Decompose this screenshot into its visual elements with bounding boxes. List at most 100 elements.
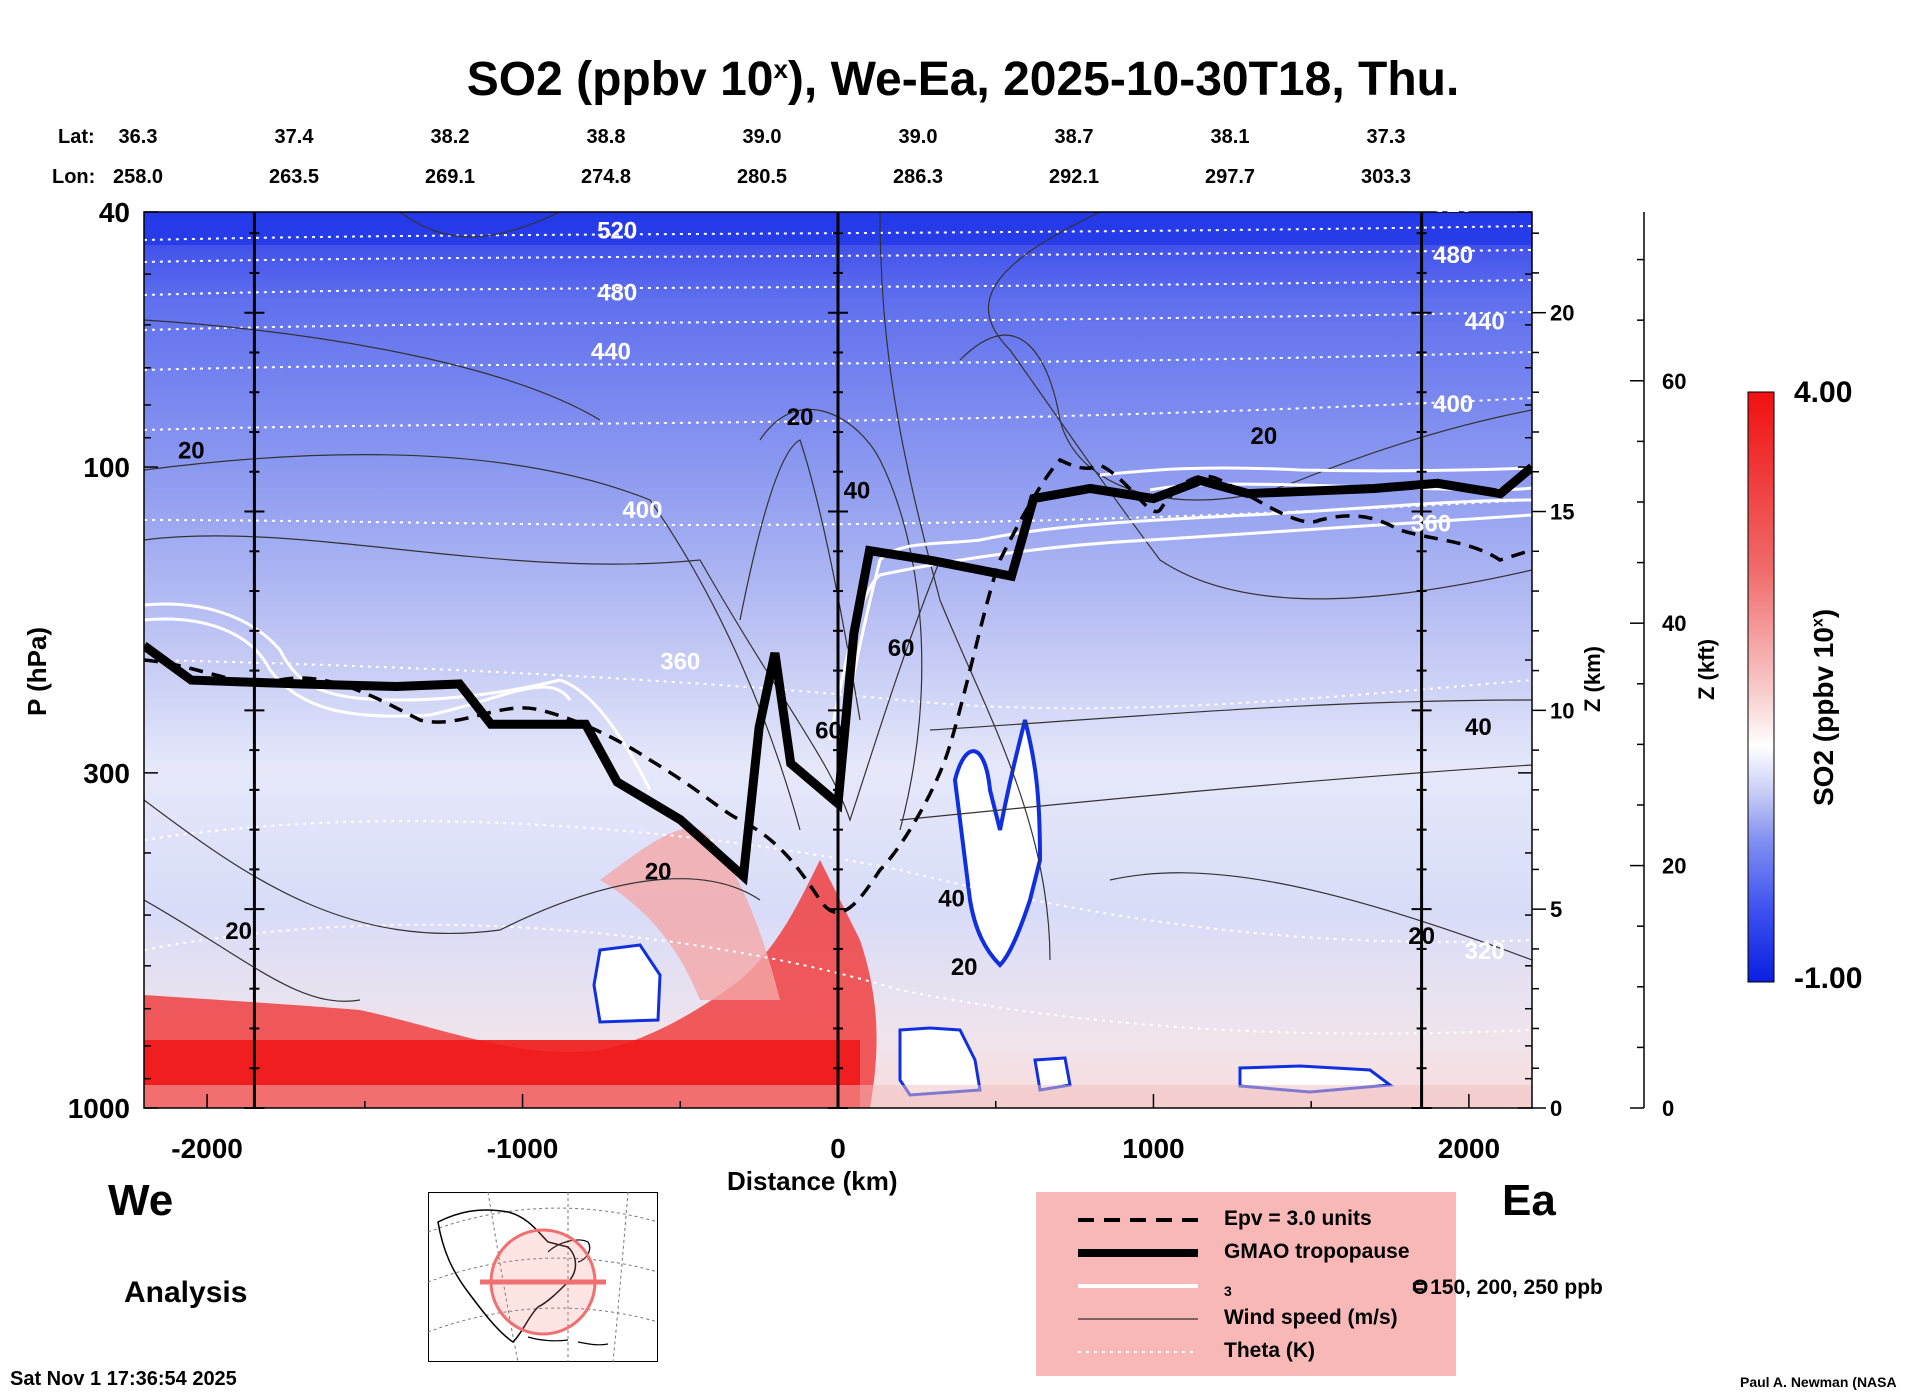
y-axis-label: P (hPa) xyxy=(22,626,52,716)
east-label: Ea xyxy=(1502,1176,1556,1225)
legend-wind: Wind speed (m/s) xyxy=(1078,1306,1398,1329)
lon-value: 303.3 xyxy=(1360,166,1412,188)
lat-value: 38.7 xyxy=(1054,126,1094,148)
vertical-markers xyxy=(244,212,1432,1109)
theta-label: 400 xyxy=(1433,391,1473,418)
z-km-tick-label: 20 xyxy=(1550,301,1574,326)
theta-labels: 520 480 440 400 360 520 480 440 400 360 320 xyxy=(591,191,1505,965)
wind-label: 40 xyxy=(1465,714,1492,741)
theta-label: 440 xyxy=(591,339,631,366)
credit: Paul A. Newman (NASA xyxy=(1740,1374,1897,1390)
theta-label: 320 xyxy=(1465,938,1505,965)
lat-value: 39.0 xyxy=(742,126,782,148)
z-kft-tick-label: 40 xyxy=(1662,611,1686,636)
lon-value: 280.5 xyxy=(736,166,788,188)
z-km-label: Z (km) xyxy=(1580,646,1605,712)
pressure-tick-label: 40 xyxy=(99,197,130,228)
wind-label: 20 xyxy=(225,918,252,945)
chart-title: SO2 (ppbv 10x), We-Ea, 2025-10-30T18, Th… xyxy=(466,53,1460,106)
wind-contours xyxy=(144,212,1532,1002)
theta-lines xyxy=(144,225,1532,1035)
lat-value: 38.1 xyxy=(1210,126,1250,148)
distance-tick-label: 2000 xyxy=(1438,1133,1500,1164)
wind-label: 60 xyxy=(888,635,915,662)
inset-graticule xyxy=(428,1192,658,1362)
lon-value: 297.7 xyxy=(1204,166,1256,188)
inset-map xyxy=(428,1192,658,1362)
wind-label: 20 xyxy=(1408,923,1435,950)
z-km-tick-label: 15 xyxy=(1550,500,1574,525)
wind-label: 40 xyxy=(844,478,871,505)
lat-value: 36.3 xyxy=(118,126,158,148)
theta-label: 520 xyxy=(1433,191,1473,218)
west-label: We xyxy=(108,1176,174,1225)
lat-value: 37.3 xyxy=(1366,126,1406,148)
theta-label: 440 xyxy=(1465,308,1505,335)
o3-contours xyxy=(144,466,1532,791)
lon-value: 258.0 xyxy=(112,166,164,188)
colorbar-max: 4.00 xyxy=(1794,376,1853,409)
so2-pink-plume xyxy=(600,828,780,1000)
z-kft-label: Z (kft) xyxy=(1694,638,1719,700)
legend-theta: Theta (K) xyxy=(1078,1339,1315,1362)
wind-label: 20 xyxy=(645,858,672,885)
wind-label: 20 xyxy=(1251,423,1278,450)
theta-label: 360 xyxy=(660,649,700,676)
wind-label: 20 xyxy=(178,438,205,465)
inset-caribbean xyxy=(527,1336,609,1346)
z-kft-tick-label: 60 xyxy=(1662,369,1686,394)
pressure-tick-label: 300 xyxy=(83,758,130,789)
distance-tick-label: -1000 xyxy=(487,1133,559,1164)
colorbar-title: SO2 (ppbv 10x) xyxy=(1808,608,1839,806)
pressure-tick-label: 100 xyxy=(83,452,130,483)
z-kft-axis: 0 20 40 60 xyxy=(1630,212,1686,1121)
epv-line xyxy=(144,457,1532,915)
z-kft-tick-label: 20 xyxy=(1662,854,1686,879)
lon-value: 269.1 xyxy=(424,166,476,188)
wind-label: 40 xyxy=(938,886,965,913)
theta-label: 360 xyxy=(1411,510,1451,537)
theta-label: 480 xyxy=(597,280,637,307)
theta-label: 480 xyxy=(1433,242,1473,269)
timestamp: Sat Nov 1 17:36:54 2025 xyxy=(10,1368,237,1390)
distance-tick-label: 1000 xyxy=(1122,1133,1184,1164)
inset-coastline xyxy=(437,1209,577,1343)
pressure-axis: 40 100 300 1000 xyxy=(68,197,1532,1124)
lon-label: Lon: xyxy=(52,166,96,188)
lat-value: 38.2 xyxy=(430,126,470,148)
lat-value: 38.8 xyxy=(586,126,626,148)
so2-low-column xyxy=(952,719,1043,968)
lon-value: 263.5 xyxy=(268,166,320,188)
lon-value: 286.3 xyxy=(892,166,944,188)
lat-label: Lat: xyxy=(58,126,95,148)
lon-value: 292.1 xyxy=(1048,166,1100,188)
so2-low-surface xyxy=(898,1026,982,1097)
wind-label: 20 xyxy=(787,404,814,431)
lon-value: 274.8 xyxy=(580,166,632,188)
pressure-tick-label: 1000 xyxy=(68,1093,130,1124)
so2-low-blob xyxy=(592,943,662,1024)
distance-axis: -2000 -1000 0 1000 2000 xyxy=(171,1094,1500,1164)
analysis-label: Analysis xyxy=(124,1276,248,1309)
theta-label: 520 xyxy=(597,218,637,245)
theta-label: 400 xyxy=(622,497,662,524)
distance-tick-label: 0 xyxy=(830,1133,846,1164)
colorbar-min: -1.00 xyxy=(1794,962,1863,995)
lat-value: 37.4 xyxy=(274,126,314,148)
wind-labels: 20 20 20 20 40 60 60 40 20 20 40 20 xyxy=(178,404,1492,981)
z-km-axis: 0 5 10 15 20 xyxy=(1532,232,1574,1121)
z-km-tick-label: 0 xyxy=(1550,1096,1562,1121)
z-kft-tick-label: 0 xyxy=(1662,1096,1674,1121)
inset-great-lakes xyxy=(547,1239,591,1263)
lat-value: 39.0 xyxy=(898,126,938,148)
colorbar xyxy=(1747,391,1775,983)
legend-tropopause: GMAO tropopause xyxy=(1078,1240,1410,1263)
legend-epv: Epv = 3.0 units xyxy=(1078,1207,1372,1230)
wind-label: 20 xyxy=(951,954,978,981)
wind-label: 60 xyxy=(815,717,842,744)
distance-tick-label: -2000 xyxy=(171,1133,243,1164)
z-km-tick-label: 5 xyxy=(1550,897,1562,922)
